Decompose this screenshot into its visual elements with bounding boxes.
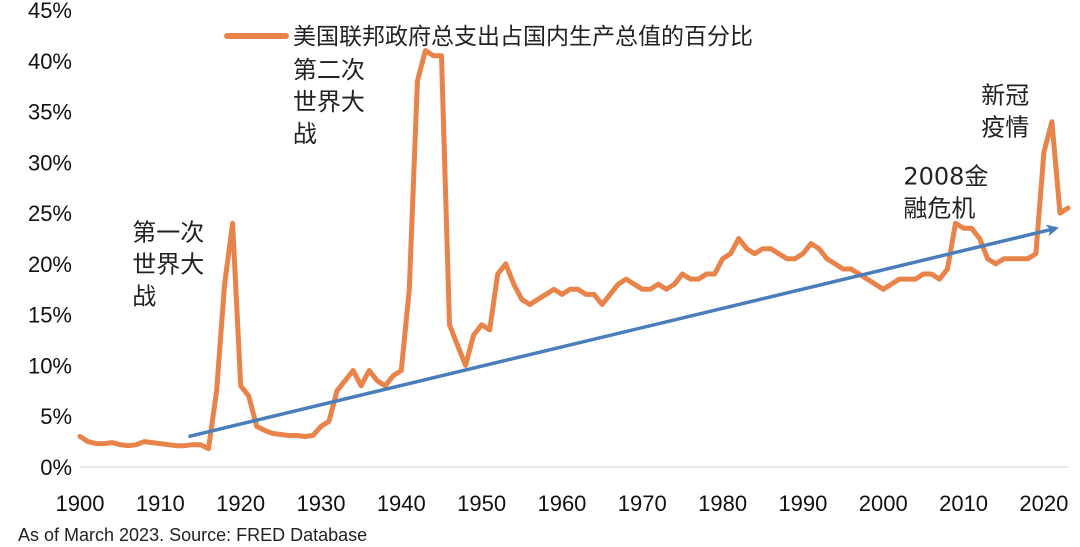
x-axis-ticks: 1900 1910 1920 1930 1940 1950 1960 1970 1980 1990… xyxy=(56,491,1069,516)
annotation-line: 世界大 xyxy=(132,251,204,279)
x-tick-label: 1920 xyxy=(216,491,265,516)
annotation-line: 疫情 xyxy=(981,113,1029,141)
y-tick-label: 5% xyxy=(40,404,72,429)
y-tick-label: 40% xyxy=(28,49,72,74)
annotation-line: 世界大 xyxy=(293,88,365,116)
y-tick-label: 35% xyxy=(28,100,72,125)
y-tick-label: 0% xyxy=(40,455,72,480)
x-tick-label: 2020 xyxy=(1019,491,1068,516)
series-line-0 xyxy=(77,48,1071,452)
x-tick-label: 2010 xyxy=(939,491,988,516)
annotation-line: 第二次 xyxy=(293,56,365,84)
y-tick-label: 30% xyxy=(28,150,72,175)
annotation-3: 新冠疫情 xyxy=(981,81,1029,141)
x-tick-label: 1930 xyxy=(296,491,345,516)
x-tick-label: 2000 xyxy=(859,491,908,516)
x-tick-label: 1970 xyxy=(618,491,667,516)
x-tick-label: 1900 xyxy=(56,491,105,516)
trend-layer xyxy=(188,224,1059,439)
annotation-line: 新冠 xyxy=(981,81,1029,109)
source-note: As of March 2023. Source: FRED Database xyxy=(18,525,367,545)
annotation-line: 战 xyxy=(132,283,156,311)
y-tick-label: 10% xyxy=(28,353,72,378)
annotation-0: 第一次世界大战 xyxy=(132,219,204,311)
x-tick-label: 1960 xyxy=(537,491,586,516)
x-tick-label: 1910 xyxy=(136,491,185,516)
annotation-line: 融危机 xyxy=(903,195,975,223)
y-axis-ticks: 0% 5% 10% 15% 20% 25% 30% 35% 40% 45% xyxy=(28,0,72,480)
trend-arrow xyxy=(188,224,1059,439)
x-tick-label: 1980 xyxy=(698,491,747,516)
x-tick-label: 1940 xyxy=(377,491,426,516)
legend-label: 美国联邦政府总支出占国内生产总值的百分比 xyxy=(293,24,753,50)
series-layer xyxy=(77,48,1071,452)
annotation-1: 第二次世界大战 xyxy=(293,56,365,148)
x-tick-label: 1950 xyxy=(457,491,506,516)
y-tick-label: 15% xyxy=(28,303,72,328)
annotation-line: 第一次 xyxy=(132,219,204,247)
annotation-line: 战 xyxy=(293,120,317,148)
annotation-line: 2008金 xyxy=(903,163,988,191)
x-tick-label: 1990 xyxy=(778,491,827,516)
legend: 美国联邦政府总支出占国内生产总值的百分比 xyxy=(224,24,753,50)
y-tick-label: 20% xyxy=(28,252,72,277)
y-tick-label: 25% xyxy=(28,201,72,226)
y-tick-label: 45% xyxy=(28,0,72,23)
annotation-2: 2008金融危机 xyxy=(903,163,988,223)
